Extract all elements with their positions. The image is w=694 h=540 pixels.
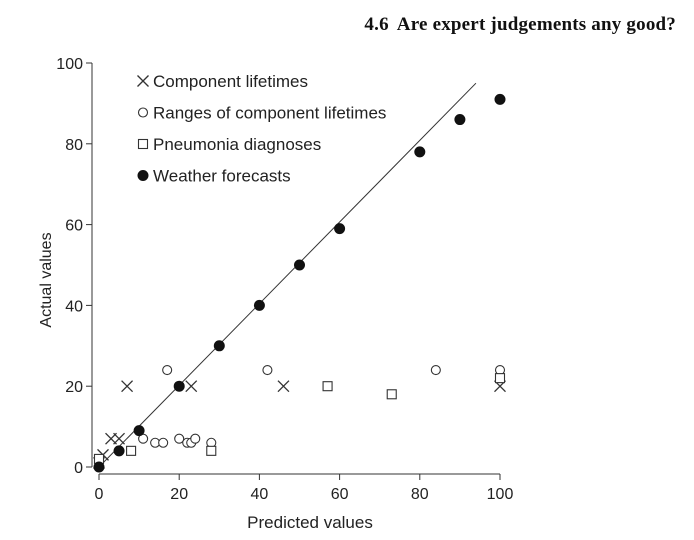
reference-line (98, 82, 477, 468)
reference-line-group (98, 82, 477, 468)
filled-circle-marker (494, 93, 506, 105)
section-number: 4.6 (364, 14, 389, 35)
x-tick-label: 100 (487, 486, 514, 503)
open-circle-marker (174, 433, 185, 444)
series-weather-forecasts (93, 93, 506, 473)
y-tick-label: 20 (65, 379, 83, 396)
open-square-marker (126, 445, 137, 456)
y-tick-label: 0 (74, 460, 83, 477)
legend-item: Component lifetimes (137, 72, 308, 91)
chart-axes: 0 20 40 60 80 100 0 20 40 60 80 100 (56, 56, 513, 503)
series-pneumonia-diagnoses (93, 373, 506, 464)
legend-label: Component lifetimes (153, 72, 308, 91)
filled-circle-marker (294, 259, 305, 271)
y-axis-label: Actual values (38, 232, 55, 327)
open-square-marker (322, 381, 333, 392)
y-tick-label: 100 (56, 56, 83, 73)
open-circle-marker (137, 107, 149, 118)
x-axis-label: Predicted values (247, 513, 373, 532)
open-circle-marker (158, 437, 169, 448)
filled-circle-marker (253, 299, 265, 311)
running-head: 4.6 Are expert judgements any good? (364, 14, 676, 36)
legend-item: Weather forecasts (137, 167, 291, 186)
x-tick-label: 40 (251, 486, 269, 503)
x-marker (137, 75, 149, 87)
y-tick-label: 40 (65, 298, 83, 315)
legend-item: Ranges of component lifetimes (137, 104, 386, 123)
x-tick-label: 60 (331, 486, 349, 503)
open-circle-marker (430, 364, 441, 376)
open-circle-marker (162, 364, 173, 376)
x-marker (185, 380, 198, 393)
x-marker (121, 380, 134, 393)
y-tick-label: 80 (65, 137, 83, 154)
filled-circle-marker (213, 340, 225, 352)
open-square-marker (494, 373, 506, 384)
x-marker (277, 380, 290, 393)
chart-legend: Component lifetimes Ranges of component l… (137, 72, 386, 186)
x-tick-label: 20 (170, 486, 188, 503)
filled-circle-marker (113, 445, 125, 457)
legend-label: Pneumonia diagnoses (153, 135, 321, 154)
series-ranges-of-component-lifetimes (138, 364, 506, 448)
open-square-marker (206, 445, 217, 456)
filled-circle-marker (334, 223, 346, 235)
section-title: Are expert judgements any good? (396, 14, 676, 35)
filled-circle-marker (414, 146, 426, 158)
y-tick-label: 60 (65, 218, 83, 235)
chart-marks (93, 93, 506, 473)
open-square-marker (386, 389, 397, 400)
legend-label: Weather forecasts (153, 167, 291, 186)
filled-circle-marker (93, 461, 105, 473)
filled-circle-marker (133, 425, 145, 437)
filled-circle-marker (454, 114, 466, 126)
legend-label: Ranges of component lifetimes (153, 104, 386, 123)
series-component-lifetimes (93, 380, 506, 469)
x-tick-label: 0 (95, 486, 104, 503)
filled-circle-marker (137, 170, 149, 181)
open-circle-marker (262, 364, 273, 376)
filled-circle-marker (173, 380, 185, 392)
x-marker (113, 432, 126, 445)
open-circle-marker (190, 433, 201, 444)
legend-item: Pneumonia diagnoses (137, 135, 321, 154)
open-square-marker (137, 138, 149, 150)
x-tick-label: 80 (411, 486, 429, 503)
